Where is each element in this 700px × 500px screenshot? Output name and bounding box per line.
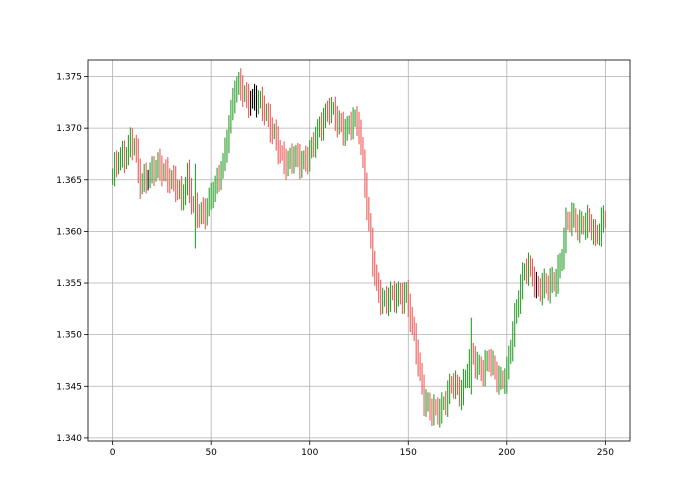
x-tick-label: 150: [400, 448, 417, 458]
y-tick-label: 1.370: [56, 124, 82, 134]
x-tick-label: 50: [205, 448, 217, 458]
x-tick-label: 100: [301, 448, 318, 458]
y-tick-label: 1.355: [56, 279, 82, 289]
y-axis: 1.340 1.345 1.350 1.355 1.360 1.365 1.370 1.375: [56, 73, 88, 444]
y-tick-label: 1.350: [56, 331, 82, 341]
x-tick-label: 200: [498, 448, 515, 458]
y-tick-label: 1.360: [56, 227, 82, 237]
plot-frame: [87, 59, 631, 442]
y-tick-label: 1.345: [56, 382, 82, 392]
y-tick-label: 1.340: [56, 434, 82, 444]
y-tick-label: 1.365: [56, 176, 82, 186]
x-tick-label: 0: [110, 448, 116, 458]
x-tick-label: 250: [597, 448, 614, 458]
x-axis: 0 50 100 150 200 250: [110, 441, 614, 458]
y-tick-label: 1.375: [56, 73, 82, 83]
bars: [112, 68, 606, 428]
